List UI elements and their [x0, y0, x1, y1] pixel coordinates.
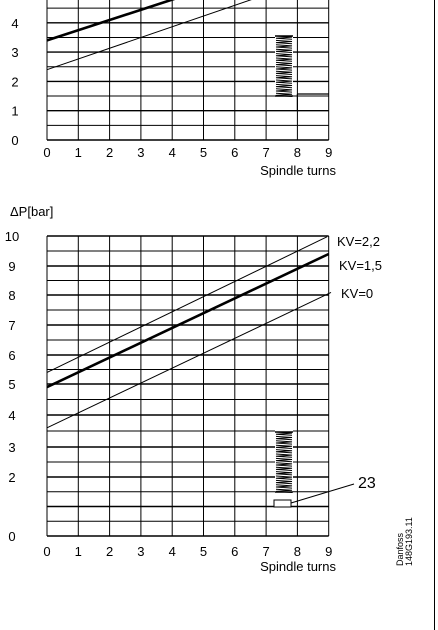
- spring-coil: [275, 35, 293, 97]
- x-tick-label: 7: [262, 145, 269, 160]
- chart-top-x-label: Spindle turns: [260, 163, 336, 178]
- spring-icon: [275, 430, 293, 494]
- series-line: [46, 0, 252, 71]
- y-tick-label: 4: [8, 408, 15, 423]
- y-tick-label: 3: [11, 45, 18, 60]
- spring-coil: [275, 431, 293, 493]
- chart-top-x-ticks: 0 1 2 3 4 5 6 7 8 9: [43, 145, 332, 160]
- x-tick-label: 8: [294, 145, 301, 160]
- x-tick-label: 4: [169, 544, 176, 559]
- chart-top-series: [46, 0, 329, 110]
- x-tick-label: 5: [200, 145, 207, 160]
- chart-bottom-series: [46, 236, 332, 429]
- x-tick-label: 3: [137, 544, 144, 559]
- series-line: [46, 0, 176, 42]
- y-tick-label: 5: [8, 377, 15, 392]
- callout-label: 23: [358, 475, 376, 492]
- y-tick-label: 8: [8, 288, 15, 303]
- x-tick-label: 1: [75, 145, 82, 160]
- y-tick-label: 9: [8, 259, 15, 274]
- x-tick-label: 1: [75, 544, 82, 559]
- x-tick-label: 0: [43, 145, 50, 160]
- chart-top: 0 1 2 3 4 0 1 2 3 4 5 6 7 8 9 Spindle turns: [11, 0, 336, 178]
- x-tick-label: 2: [106, 544, 113, 559]
- chart-bottom-y-label: ΔP[bar]: [10, 204, 53, 219]
- x-tick-label: 9: [325, 544, 332, 559]
- callout-23: 23: [273, 475, 376, 508]
- x-tick-label: 0: [43, 544, 50, 559]
- y-tick-label: 0: [11, 133, 18, 148]
- x-tick-label: 8: [294, 544, 301, 559]
- callout-leader: [290, 483, 355, 504]
- legend-label: KV=1,5: [339, 258, 382, 273]
- x-tick-label: 2: [106, 145, 113, 160]
- y-tick-label: 6: [8, 348, 15, 363]
- x-tick-label: 3: [137, 145, 144, 160]
- credit-line-1: Danfoss: [395, 532, 405, 566]
- legend-label: KV=2,2: [337, 234, 380, 249]
- y-tick-label: 2: [11, 74, 18, 89]
- credit-line-2: 148G193.11: [404, 517, 414, 566]
- x-tick-label: 7: [262, 544, 269, 559]
- x-tick-label: 4: [169, 145, 176, 160]
- x-tick-label: 9: [325, 145, 332, 160]
- series-line: [46, 292, 332, 429]
- page-border: [434, 0, 435, 630]
- y-tick-label: 7: [8, 318, 15, 333]
- series-line: [46, 236, 328, 373]
- chart-bottom-x-label: Spindle turns: [260, 559, 336, 574]
- chart-top-y-ticks: 0 1 2 3 4: [11, 16, 18, 148]
- chart-bottom-x-ticks: 0 1 2 3 4 5 6 7 8 9: [43, 544, 332, 559]
- y-tick-label: 4: [11, 16, 18, 31]
- chart-top-grid: [46, 0, 330, 141]
- callout-box: [273, 499, 292, 508]
- chart-bottom-y-ticks: 0 2 3 4 5 6 7 8 9 10: [5, 229, 19, 544]
- spring-icon: [275, 34, 293, 98]
- chart-bottom-legend: KV=2,2 KV=1,5 KV=0: [337, 234, 382, 301]
- legend-label: KV=0: [341, 286, 373, 301]
- x-tick-label: 5: [200, 544, 207, 559]
- y-tick-label: 2: [8, 470, 15, 485]
- x-tick-label: 6: [231, 145, 238, 160]
- y-tick-label: 1: [11, 104, 18, 119]
- x-tick-label: 6: [231, 544, 238, 559]
- y-tick-label: 10: [5, 229, 19, 244]
- y-tick-label: 3: [8, 440, 15, 455]
- series-line: [46, 252, 330, 389]
- y-tick-label: 0: [8, 529, 15, 544]
